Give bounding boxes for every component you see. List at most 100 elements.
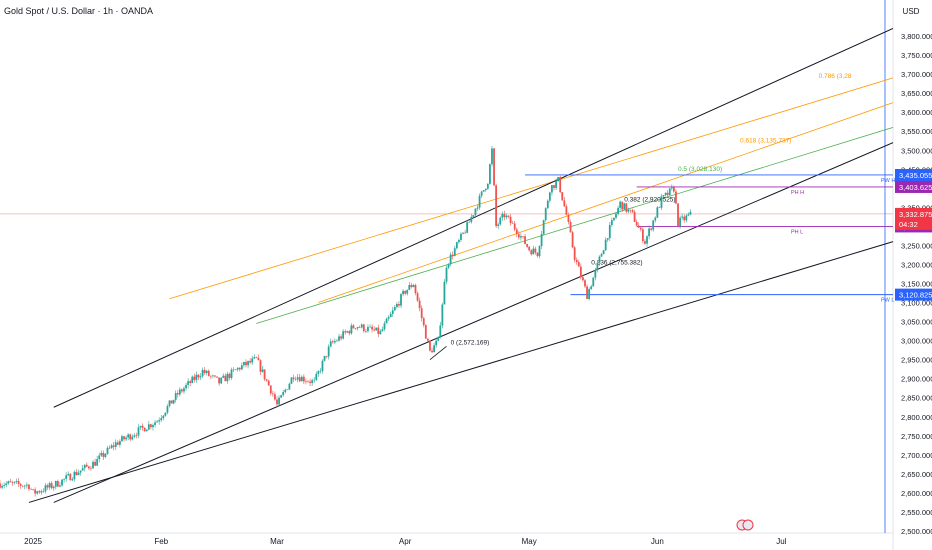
candle-body [404, 290, 407, 294]
candle-body [15, 480, 18, 482]
candle-body [52, 486, 55, 489]
candle-body [495, 185, 498, 227]
y-tick-label: 2,600.000 [901, 489, 932, 498]
candle-body [284, 389, 287, 393]
channel-line [53, 142, 894, 503]
candle-body [40, 491, 43, 493]
candle-body [238, 367, 241, 370]
candle-body [590, 286, 593, 290]
candle-body [236, 367, 239, 370]
candle-body [116, 442, 119, 445]
candle-body [129, 434, 132, 440]
candle-body [532, 248, 535, 255]
candle-body [491, 148, 493, 165]
candle-body [571, 232, 574, 248]
candle-body [584, 280, 586, 287]
candle-body [625, 203, 628, 212]
candle-body [551, 185, 553, 193]
candle-body [466, 222, 469, 233]
candle-body [90, 468, 92, 469]
candle-body [617, 207, 619, 214]
candle-body [389, 313, 392, 318]
candle-body [102, 452, 105, 457]
candle-body [344, 331, 347, 333]
candle-body [94, 461, 96, 466]
candle-body [426, 338, 429, 341]
currency-button[interactable]: USD [902, 7, 920, 16]
candle-body [422, 318, 425, 326]
candle-body [189, 381, 192, 384]
candle-body [261, 369, 264, 372]
candle-body [274, 394, 276, 400]
candle-body [548, 192, 551, 201]
candle-body [385, 318, 388, 324]
candle-body [305, 381, 307, 383]
y-tick-label: 3,600.000 [901, 108, 932, 117]
candle-body [311, 380, 314, 384]
candle-body [528, 246, 531, 251]
candle-body [472, 215, 475, 217]
candle-body [662, 195, 665, 197]
candle-body [9, 481, 12, 483]
candle-body [79, 470, 82, 473]
candle-body [482, 190, 485, 192]
candle-body [350, 325, 353, 334]
candle-body [615, 213, 617, 218]
candle-body [300, 376, 303, 382]
candle-body [652, 220, 655, 230]
countdown-label: 04:32 [899, 220, 918, 229]
candle-body [1, 485, 3, 488]
candle-body [453, 248, 456, 256]
candle-body [141, 425, 144, 428]
candle-body [0, 483, 1, 488]
candle-body [410, 284, 413, 288]
candle-body [307, 381, 309, 383]
candle-body [222, 375, 225, 378]
candle-body [610, 220, 613, 226]
candle-body [321, 360, 324, 372]
level-label: PH H [791, 190, 804, 196]
candle-body [65, 475, 68, 479]
price-tag [895, 180, 932, 193]
candle-body [379, 331, 382, 334]
candle-body [23, 485, 26, 487]
price-tag [895, 288, 932, 301]
candle-body [639, 227, 642, 230]
candle-body [125, 437, 127, 440]
fib-label: 0.786 (3,28 [819, 73, 852, 80]
candle-body [522, 236, 524, 237]
candle-body [650, 228, 653, 230]
candle-body [139, 425, 142, 428]
candle-body [323, 355, 326, 361]
x-tick-label: Mar [270, 537, 284, 546]
candle-body [315, 373, 318, 380]
candle-body [670, 187, 673, 189]
candle-body [71, 479, 74, 481]
candle-body [255, 357, 258, 358]
candle-body [226, 373, 229, 382]
fib-label: 0 (2,572.169) [451, 339, 490, 346]
candle-body [582, 277, 584, 281]
candle-body [391, 310, 394, 314]
candle-body [247, 360, 249, 366]
candle-body [152, 425, 154, 428]
candle-body [232, 369, 235, 371]
x-tick-label: May [522, 537, 537, 546]
candle-body [73, 471, 76, 480]
candle-body [108, 447, 111, 449]
candle-body [534, 248, 537, 253]
y-tick-label: 2,500.000 [901, 527, 932, 536]
candle-body [114, 442, 117, 447]
candle-body [412, 285, 415, 288]
fib-label: 0.618 (3,135.737) [740, 138, 791, 145]
candle-body [240, 365, 243, 370]
candle-body [38, 491, 41, 493]
candle-body [631, 210, 634, 212]
candle-body [172, 399, 175, 404]
candle-body [536, 252, 539, 257]
fib-label: 0.236 (2,755.382) [591, 259, 642, 266]
candle-body [656, 207, 659, 218]
candle-body [408, 284, 411, 290]
candle-body [602, 250, 605, 255]
